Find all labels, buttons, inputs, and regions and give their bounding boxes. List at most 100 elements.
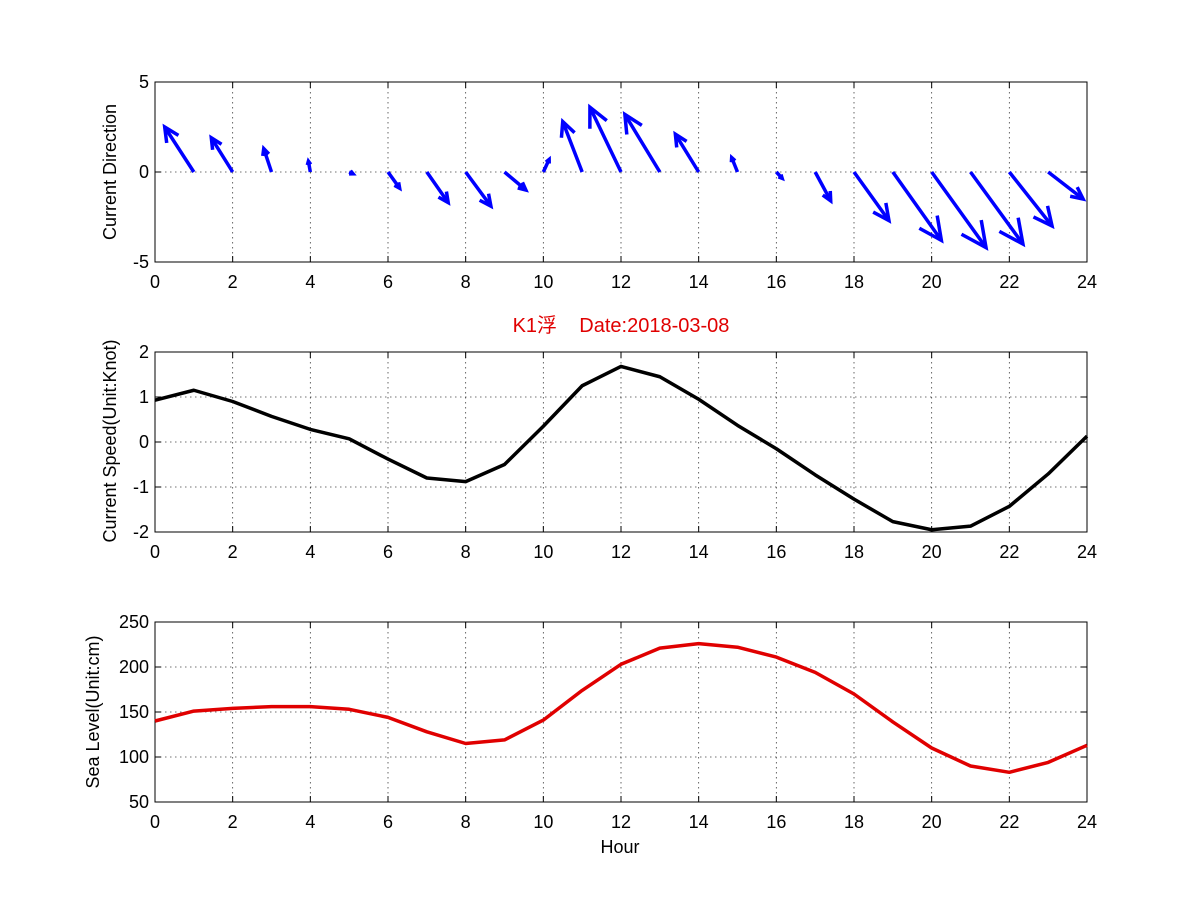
- direction-arrow-shaft: [813, 171, 833, 202]
- current-direction-panel: Current Direction 0 2 4 6 8 10 12 14 16 18 20 22 24-…: [100, 72, 1097, 292]
- direction-arrow-head: [478, 193, 494, 210]
- sea-level-xtick-label: 18: [844, 812, 864, 832]
- direction-arrow: [209, 134, 235, 173]
- direction-arrow-shaft: [623, 113, 662, 173]
- direction-arrow: [261, 144, 274, 173]
- current-direction-xtick-label: 12: [611, 272, 631, 292]
- sea-level-xtick-label: 22: [999, 812, 1019, 832]
- current-speed-xtick-label: 16: [766, 542, 786, 562]
- direction-arrow: [1007, 170, 1055, 230]
- current-speed-ytick-label: 0: [139, 432, 149, 452]
- direction-arrow-shaft: [1047, 170, 1085, 201]
- direction-arrow: [852, 170, 892, 224]
- direction-arrow-shaft: [163, 126, 196, 173]
- direction-arrow-head: [209, 134, 223, 151]
- direction-arrow: [969, 170, 1026, 248]
- current-direction-xtick-label: 16: [766, 272, 786, 292]
- direction-arrow-head: [393, 182, 402, 192]
- direction-arrow: [930, 170, 989, 251]
- direction-arrow-shaft: [969, 170, 1025, 246]
- sea-level-xlabel: Hour: [600, 837, 639, 857]
- direction-arrow-shaft: [209, 136, 235, 173]
- current-direction-xtick-label: 2: [228, 272, 238, 292]
- direction-arrow: [1047, 170, 1087, 202]
- direction-arrow: [503, 170, 529, 193]
- sea-level-xtick-label: 14: [689, 812, 709, 832]
- current-speed-xtick-label: 8: [461, 542, 471, 562]
- current-direction-xtick-label: 24: [1077, 272, 1097, 292]
- direction-arrow-head: [622, 110, 643, 135]
- direction-arrow-head: [437, 191, 451, 206]
- direction-arrow-shaft: [930, 170, 988, 249]
- direction-arrow: [162, 123, 196, 173]
- sea-level-xtick-label: 6: [383, 812, 393, 832]
- direction-arrow: [588, 103, 623, 173]
- direction-arrow-head: [517, 181, 529, 193]
- current-speed-line: [154, 364, 1089, 532]
- sea-level-xtick-label: 24: [1077, 812, 1097, 832]
- current-direction-xtick-label: 22: [999, 272, 1019, 292]
- direction-arrow: [673, 130, 701, 173]
- current-speed-xtick-label: 24: [1077, 542, 1097, 562]
- direction-arrow-shaft: [464, 170, 493, 208]
- sea-level-ytick-label: 150: [119, 702, 149, 722]
- direction-arrow-head: [960, 219, 989, 251]
- direction-arrow: [464, 170, 494, 210]
- sea-level-ytick-label: 100: [119, 747, 149, 767]
- current-speed-xtick-label: 18: [844, 542, 864, 562]
- direction-arrow-shaft: [673, 133, 701, 173]
- current-speed-ytick-label: 2: [139, 342, 149, 362]
- direction-arrow-head: [544, 155, 551, 164]
- current-direction-xtick-label: 0: [150, 272, 160, 292]
- direction-arrow: [348, 169, 357, 176]
- direction-arrow-head: [162, 123, 180, 144]
- direction-arrow-shaft: [891, 170, 943, 242]
- direction-arrow-head: [1032, 205, 1055, 230]
- direction-arrow-head: [918, 215, 944, 244]
- current-speed-xtick-label: 14: [689, 542, 709, 562]
- direction-arrow-head: [305, 157, 313, 166]
- direction-arrow-head: [729, 153, 737, 163]
- direction-arrow-shaft: [561, 120, 584, 173]
- current-speed-xtick-label: 2: [228, 542, 238, 562]
- current-direction-xtick-label: 8: [461, 272, 471, 292]
- direction-arrow-head: [1069, 186, 1087, 202]
- sea-level-xtick-label: 12: [611, 812, 631, 832]
- chart-title: K1浮 Date:2018-03-08: [513, 314, 730, 337]
- current-direction-xtick-label: 10: [533, 272, 553, 292]
- current-speed-xtick-label: 4: [305, 542, 315, 562]
- direction-arrow-shaft: [1007, 170, 1054, 228]
- sea-level-xtick-label: 0: [150, 812, 160, 832]
- direction-arrow: [541, 155, 551, 173]
- direction-arrow: [729, 153, 740, 173]
- direction-arrow-head: [261, 144, 271, 157]
- current-speed-xtick-label: 10: [533, 542, 553, 562]
- direction-arrow-shaft: [425, 170, 450, 204]
- current-speed-ytick-label: -1: [133, 477, 149, 497]
- current-speed-grid: [155, 352, 1087, 532]
- direction-arrow-shaft: [262, 148, 274, 173]
- current-speed-ytick-label: 1: [139, 387, 149, 407]
- direction-arrow: [775, 170, 785, 182]
- direction-arrow-head: [349, 169, 357, 176]
- direction-arrow-head: [588, 103, 608, 129]
- sea-level-ytick-label: 200: [119, 657, 149, 677]
- sea-level-xtick-label: 10: [533, 812, 553, 832]
- current-speed-xtick-label: 0: [150, 542, 160, 562]
- current-direction-ytick-label: -5: [133, 252, 149, 272]
- sea-level-xtick-label: 2: [228, 812, 238, 832]
- sea-level-ylabel: Sea Level(Unit:cm): [83, 635, 103, 788]
- direction-arrow: [425, 170, 451, 206]
- direction-arrow: [622, 110, 662, 173]
- current-direction-xtick-label: 6: [383, 272, 393, 292]
- current-direction-arrows: [162, 103, 1087, 251]
- direction-arrow-shaft: [852, 170, 891, 222]
- current-speed-xtick-label: 6: [383, 542, 393, 562]
- current-direction-xtick-label: 20: [922, 272, 942, 292]
- sea-level-line: [154, 641, 1088, 775]
- sea-level-xtick-label: 16: [766, 812, 786, 832]
- sea-level-panel: Sea Level(Unit:cm) Hour 0 2 4 6 8 10 12 14 16 18 2…: [83, 612, 1097, 857]
- sea-level-ytick-label: 50: [129, 792, 149, 812]
- direction-arrow: [386, 170, 402, 192]
